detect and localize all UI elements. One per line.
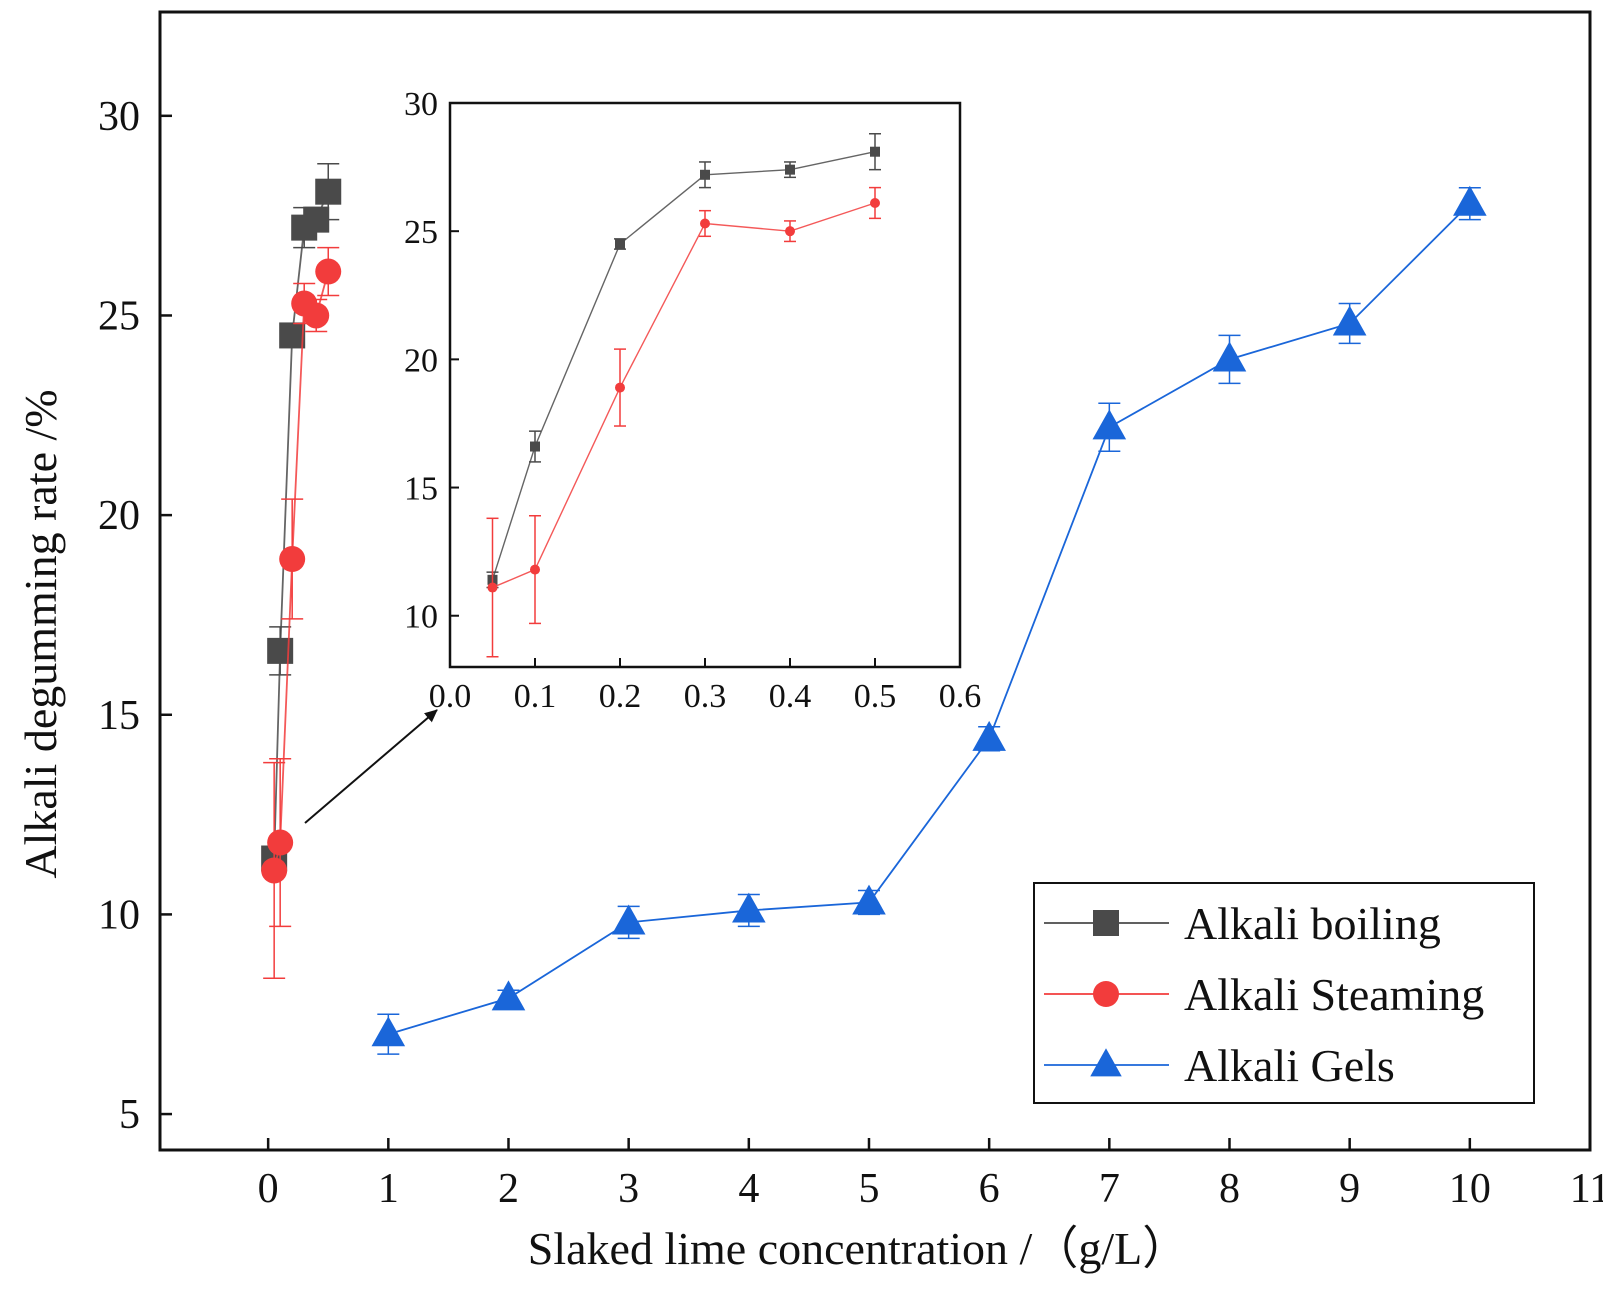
x-tick-label: 5 (858, 1166, 879, 1212)
x-axis-title: Slaked lime concentration /（g/L） (528, 1223, 1188, 1274)
y-tick-label: 25 (98, 293, 140, 339)
inset-series-line (491, 151, 876, 581)
inset-x-tick-label: 0.0 (429, 678, 472, 715)
inset-y-tick-label: 15 (404, 471, 438, 508)
main-series-alkali-gels (371, 185, 1487, 1055)
inset-x-tick-label: 0.6 (939, 678, 982, 715)
y-tick-label: 20 (98, 493, 140, 539)
legend-marker (1093, 981, 1119, 1007)
x-tick-label: 9 (1339, 1166, 1360, 1212)
main-data-point (261, 857, 288, 884)
x-tick-label: 10 (1449, 1166, 1491, 1212)
main-data-point (315, 258, 342, 285)
legend-item: Alkali boiling (1044, 898, 1441, 949)
legend-label: Alkali Steaming (1184, 969, 1484, 1020)
main-data-point (972, 720, 1006, 751)
main-data-point (852, 884, 886, 915)
inset-series-alkali-steaming (486, 186, 881, 658)
x-tick-label: 8 (1219, 1166, 1240, 1212)
x-tick-label: 0 (258, 1166, 279, 1212)
inset-y-tick-label: 30 (404, 86, 438, 123)
main-data-point (732, 892, 766, 923)
y-tick-label: 30 (98, 94, 140, 140)
inset-plot: 0.0 0.1 0.2 0.3 0.4 0.5 0.6 10 15 20 25 30 (404, 86, 981, 715)
main-series-line (273, 271, 330, 871)
inset-series-line (492, 202, 876, 589)
y-tick-label: 10 (98, 892, 140, 938)
inset-data-point (700, 169, 710, 180)
inset-data-point (530, 564, 540, 575)
x-tick-label: 4 (738, 1166, 759, 1212)
inset-x-tick-label: 0.2 (599, 678, 642, 715)
inset-x-tick-label: 0.1 (514, 678, 557, 715)
legend-marker (1093, 910, 1119, 936)
inset-data-point (785, 164, 795, 175)
legend-marker (1090, 1048, 1122, 1077)
main-data-point (267, 829, 294, 856)
legend-label: Alkali Gels (1184, 1040, 1395, 1091)
inset-x-tick-label: 0.4 (769, 678, 812, 715)
main-data-point (1453, 185, 1487, 216)
inset-y-tick-label: 20 (404, 342, 438, 379)
main-plot: 0 1 2 3 4 5 6 7 8 9 10 11 5 10 15 20 25 30 (98, 10, 1603, 1212)
x-tick-label: 6 (979, 1166, 1000, 1212)
inset-data-point (700, 218, 710, 229)
x-tick-label: 2 (498, 1166, 519, 1212)
main-plot-frame (158, 10, 1592, 1152)
annotation-arrow (304, 709, 438, 824)
inset-x-tick-label: 0.3 (684, 678, 727, 715)
y-axis-title: Alkali degumming rate /% (15, 389, 66, 878)
inset-x-tick-label: 0.5 (854, 678, 897, 715)
x-tick-label: 3 (618, 1166, 639, 1212)
legend-item: Alkali Gels (1044, 1040, 1395, 1091)
main-data-point (371, 1016, 406, 1047)
main-data-point (303, 206, 330, 233)
inset-data-point (615, 239, 625, 249)
legend-item: Alkali Steaming (1044, 969, 1484, 1020)
main-data-point (1092, 409, 1127, 440)
x-tick-label: 7 (1099, 1166, 1120, 1212)
y-tick-label: 5 (119, 1092, 140, 1138)
y-tick-label: 15 (98, 693, 140, 739)
inset-data-point (615, 382, 625, 393)
main-data-point (491, 980, 526, 1011)
inset-y-tick-label: 25 (404, 214, 438, 251)
main-series-alkali-steaming (261, 246, 342, 980)
inset-y-tick-label: 10 (404, 599, 438, 636)
legend: Alkali boiling Alkali Steaming Alkali Gels (1033, 882, 1535, 1104)
main-data-point (279, 322, 306, 349)
x-tick-label: 11 (1570, 1166, 1603, 1212)
main-data-point (315, 178, 342, 205)
main-data-point (303, 302, 330, 329)
main-data-point (279, 546, 306, 573)
main-data-point (1212, 341, 1247, 372)
inset-data-point (870, 197, 880, 208)
inset-data-point (870, 146, 880, 157)
inset-data-point (530, 441, 540, 452)
main-data-point (1332, 305, 1367, 336)
inset-data-point (487, 582, 498, 593)
main-data-point (611, 904, 646, 935)
legend-label: Alkali boiling (1184, 898, 1441, 949)
x-tick-label: 1 (378, 1166, 399, 1212)
inset-data-point (785, 226, 795, 237)
main-series-line (388, 203, 1471, 1036)
